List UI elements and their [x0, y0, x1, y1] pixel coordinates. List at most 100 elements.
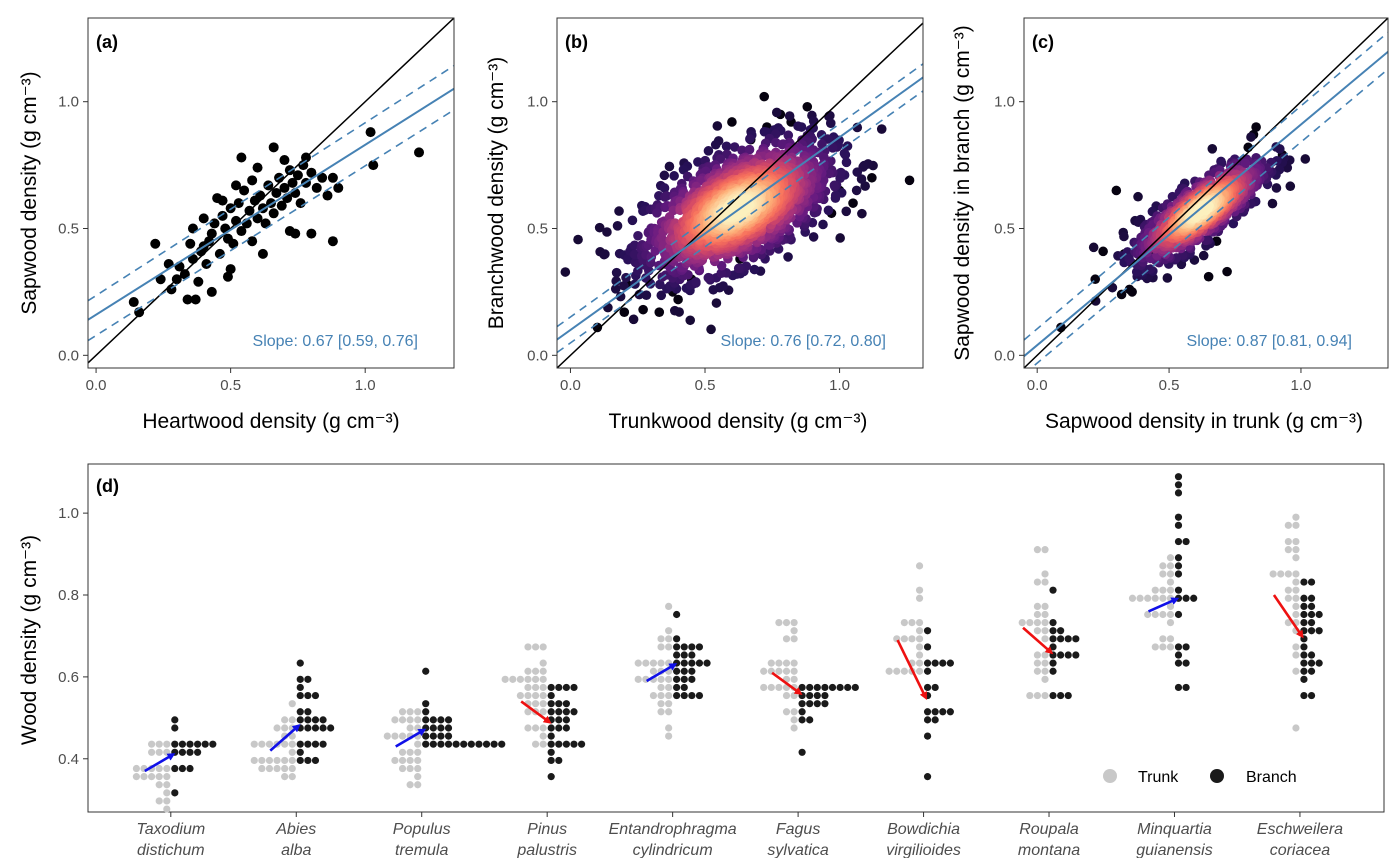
trunk-dot	[782, 667, 791, 675]
panel-a-point	[193, 276, 204, 287]
branch-dot	[1174, 554, 1183, 562]
trunk-dot	[1166, 578, 1175, 586]
panel-a-y-tick-label: 0.5	[58, 221, 79, 238]
panel-a-point	[260, 218, 271, 229]
trunk-dot	[531, 643, 540, 651]
trunk-dot	[900, 635, 908, 643]
branch-dot	[1174, 513, 1183, 521]
branch-dot	[186, 740, 194, 748]
branch-dot	[923, 716, 932, 724]
trunk-dot	[1166, 643, 1175, 651]
legend-branch-label: Branch	[1246, 769, 1297, 786]
species-genus-label: Populus	[393, 821, 451, 838]
trunk-dot	[657, 691, 665, 700]
panel-b-point	[619, 280, 629, 291]
trunk-dot	[1041, 570, 1049, 578]
branch-dot	[304, 724, 312, 732]
panel-b-point	[614, 206, 624, 216]
panel-c-fit-line	[1024, 50, 1388, 357]
branch-dot	[1300, 659, 1308, 667]
panel-c-border	[1023, 17, 1389, 369]
branch-dot	[1300, 610, 1308, 619]
branch-dot	[422, 700, 430, 708]
branch-dot	[688, 643, 696, 651]
trunk-dot	[281, 764, 289, 773]
trunk-dot	[1292, 554, 1300, 562]
branch-dot	[939, 659, 947, 667]
trunk-dot	[775, 683, 783, 692]
branch-dot	[311, 724, 320, 732]
trunk-dot	[281, 740, 289, 748]
branch-dot	[1057, 651, 1065, 659]
branch-dot	[680, 643, 688, 651]
trunk-dot	[383, 732, 391, 740]
branch-dot	[1174, 537, 1183, 546]
branch-dot	[444, 732, 453, 740]
panel-b-point	[628, 314, 639, 325]
panel-b-point	[661, 191, 672, 201]
branch-dot	[304, 756, 312, 765]
trunk-dot	[1018, 619, 1026, 627]
species-epithet-label: distichum	[137, 842, 205, 858]
branch-dot	[688, 675, 696, 683]
trunk-dot	[790, 667, 798, 675]
panel-c-label: (c)	[1032, 32, 1054, 52]
trunk-dot	[657, 659, 665, 667]
panel-a-point	[271, 188, 282, 198]
panel-c: 0.0 0.5 1.0 0.0 0.5 1.0 (c) Slope: 0.87 [0.81…	[951, 17, 1389, 433]
species-mean-arrow	[1272, 594, 1304, 639]
legend-trunk-swatch	[1103, 769, 1117, 783]
panel-a-point	[231, 180, 242, 191]
branch-dot	[1307, 610, 1316, 619]
panel-b-lines	[557, 22, 923, 368]
trunk-dot	[915, 619, 924, 627]
panel-a-x-tick-label: 0.5	[220, 377, 241, 394]
panel-c-point	[1116, 289, 1127, 300]
branch-dot	[673, 635, 681, 643]
trunk-dot	[1136, 594, 1144, 602]
trunk-dot	[908, 619, 916, 627]
branch-dot	[490, 740, 498, 748]
branch-dot	[923, 643, 932, 651]
branch-dot	[1300, 602, 1308, 610]
panel-a-y-tick-label: 1.0	[58, 94, 79, 111]
panel-b-point	[771, 107, 782, 118]
panel-a-point	[225, 264, 236, 275]
panel-b-point	[615, 291, 626, 302]
panel-c-point	[1198, 250, 1209, 261]
panel-d-y-tick-label: 0.4	[58, 751, 79, 768]
branch-dot	[1182, 537, 1190, 546]
branch-dot	[806, 691, 814, 700]
panel-a-point	[247, 236, 258, 247]
panel-a-point	[182, 294, 193, 305]
branch-dot	[186, 764, 194, 773]
trunk-dot	[657, 635, 665, 643]
trunk-dot	[790, 627, 798, 635]
panel-a-point	[198, 213, 209, 224]
trunk-dot	[265, 764, 274, 773]
panel-d-y-axis-title: Wood density (g cm⁻³)	[18, 535, 41, 745]
panel-b-point	[824, 168, 834, 179]
trunk-dot	[531, 667, 540, 675]
trunk-dot	[767, 659, 775, 667]
panel-a-point	[306, 167, 317, 178]
panel-c-point	[1222, 266, 1232, 277]
trunk-dot	[1033, 610, 1042, 619]
panel-b-point	[659, 183, 670, 193]
branch-dot	[680, 667, 688, 675]
panel-b-point	[610, 284, 621, 294]
panel-b-axes: 0.0 0.5 1.0 0.0 0.5 1.0	[527, 94, 850, 394]
trunk-dot	[406, 781, 414, 789]
branch-dot	[680, 675, 688, 683]
trunk-dot	[665, 724, 673, 732]
panel-b-point	[867, 172, 877, 183]
panel-a-fit-line	[88, 87, 454, 321]
trunk-dot	[163, 805, 171, 813]
panel-b-ci-upper	[557, 63, 923, 328]
panel-b-point	[627, 215, 638, 226]
panel-b-point	[706, 324, 716, 335]
panel-b-point	[602, 227, 612, 237]
branch-dot	[304, 691, 312, 700]
panel-d-y-tick-label: 0.6	[58, 669, 79, 686]
panel-b-point	[830, 190, 841, 201]
